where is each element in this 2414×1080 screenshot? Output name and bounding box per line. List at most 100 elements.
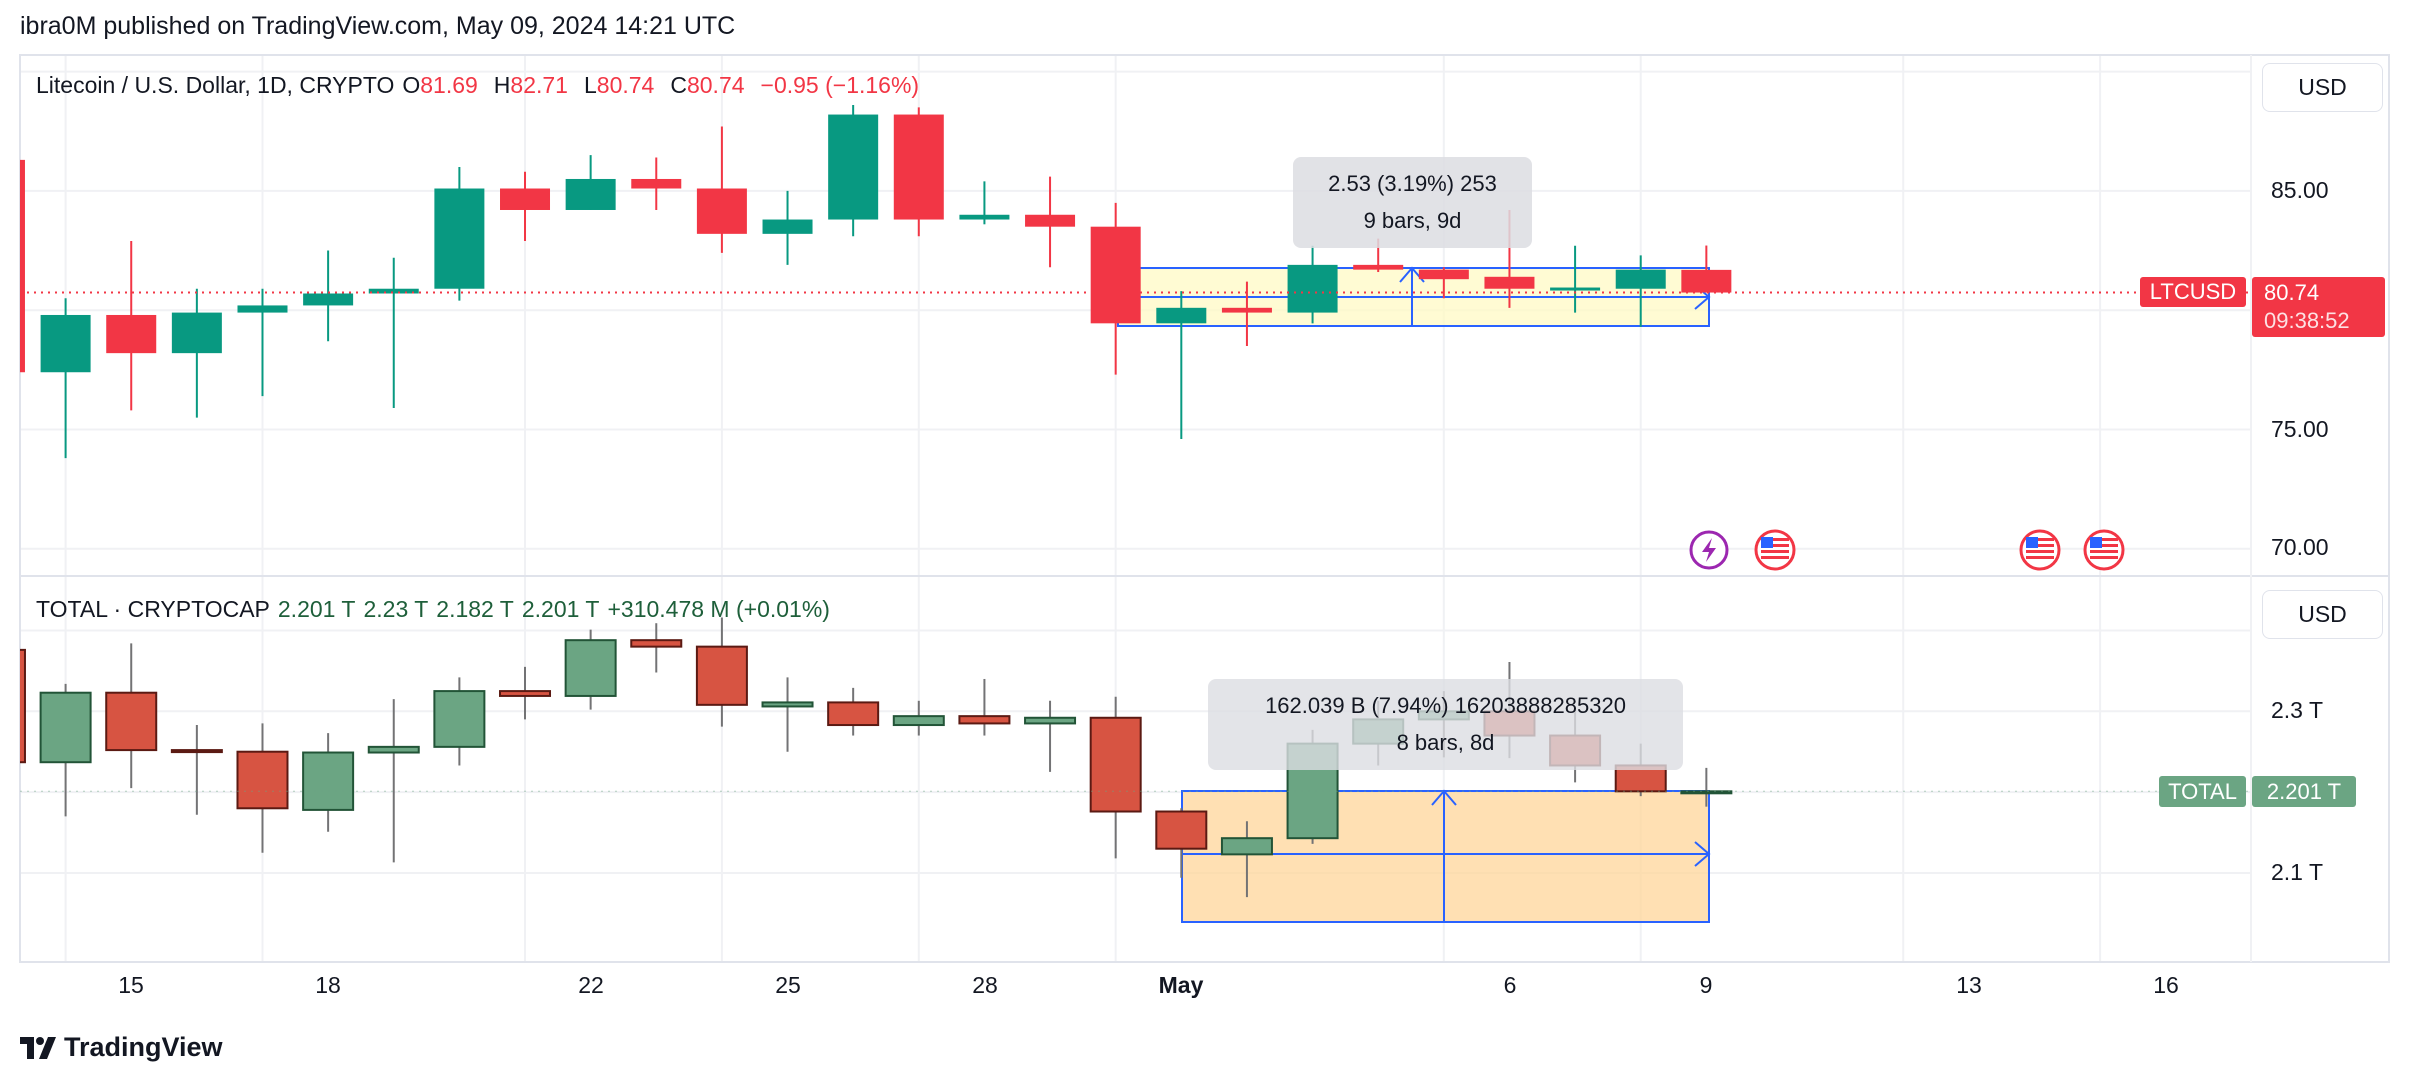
total-last-value-tag: 2.201 T — [2252, 776, 2356, 807]
total-candle-may-9 — [1680, 767, 1733, 807]
us-flag-icon[interactable] — [2019, 529, 2061, 571]
candle-body — [958, 715, 1011, 725]
ltc-currency-button[interactable]: USD — [2262, 63, 2383, 112]
candle-body — [433, 690, 486, 748]
high-label: H — [493, 72, 511, 98]
flag-canton — [1761, 537, 1773, 548]
flag-canton — [2090, 537, 2102, 548]
us-flag-icon[interactable] — [1754, 529, 1796, 571]
bar-countdown: 09:38:52 — [2264, 308, 2350, 333]
candle-body — [762, 219, 813, 234]
candle-body — [696, 188, 747, 234]
tradingview-logo-icon — [20, 1036, 56, 1059]
chart-frame — [19, 54, 2390, 963]
time-label: May — [1158, 972, 1204, 998]
arrow-head — [1431, 789, 1457, 806]
ltc-candle-apr-25 — [762, 190, 813, 265]
measure-box — [1181, 790, 1710, 923]
total-candle-apr-27 — [892, 700, 945, 736]
ltc-candle-may-5 — [1418, 267, 1469, 299]
candle-body — [1418, 269, 1469, 280]
ltc-last-price-tag: 80.74 09:38:52 — [2252, 277, 2385, 337]
time-label: 22 — [578, 972, 604, 998]
ltc-candles — [20, 105, 2251, 459]
candle-body — [1025, 214, 1076, 227]
total-symbol-tag: TOTAL — [2159, 776, 2246, 807]
total-tick: 2.3 T — [2271, 697, 2323, 723]
flag-stripe — [2090, 544, 2118, 547]
candle-body — [20, 159, 25, 373]
time-label: 13 — [1956, 972, 1982, 998]
ltc-candle-apr-24 — [696, 126, 747, 253]
candle-body — [1155, 810, 1208, 850]
candle-body — [892, 715, 945, 727]
ltc-candle-apr-22 — [565, 155, 616, 210]
candle-body — [761, 701, 814, 708]
total-candle-may-1 — [1155, 808, 1208, 878]
ltc-tick: 70.00 — [2271, 534, 2329, 560]
total-candle-apr-19 — [367, 699, 420, 863]
ltc-candle-may-8 — [1615, 255, 1666, 327]
candle-body — [499, 690, 552, 697]
open-label: O — [402, 72, 421, 98]
ltc-high: 82.71 — [510, 72, 568, 98]
ltc-candle-apr-17 — [237, 288, 288, 397]
total-candle-apr-15 — [105, 643, 158, 789]
flag-stripe — [2026, 556, 2054, 559]
candle-body — [1221, 307, 1272, 313]
flag-stripe — [2090, 538, 2118, 541]
candle-body — [565, 178, 616, 210]
arrow-head — [1694, 841, 1711, 867]
candle-body — [367, 745, 420, 754]
candle-body — [631, 178, 682, 189]
ltc-candle-apr-16 — [171, 288, 222, 418]
ltc-candle-may-1 — [1156, 291, 1207, 440]
candle-body — [1353, 264, 1404, 270]
ltc-candle-apr-29 — [1025, 176, 1076, 268]
time-label: 9 — [1699, 972, 1713, 998]
time-label: 16 — [2153, 972, 2179, 998]
total-candle-apr-18 — [302, 733, 355, 832]
total-measure-change: 162.039 B (7.94%) 16203888285320 — [1265, 693, 1626, 718]
total-candle-may-2 — [1220, 821, 1273, 898]
candle-body — [1680, 790, 1733, 795]
ltc-candle-apr-19 — [368, 257, 419, 409]
low-label: L — [583, 72, 597, 98]
candle-body — [828, 114, 879, 220]
tradingview-logo[interactable]: TradingView — [20, 1032, 223, 1063]
candle-body — [1615, 269, 1666, 289]
us-flag-icon[interactable] — [2083, 529, 2125, 571]
ltc-measure-change: 2.53 (3.19%) 253 — [1328, 171, 1497, 196]
ltc-candle-may-7 — [1550, 245, 1601, 313]
ltc-title: Litecoin / U.S. Dollar, 1D, CRYPTO — [36, 72, 395, 98]
flag-stripe — [2090, 550, 2118, 553]
ltc-measure-bars: 9 bars, 9d — [1363, 208, 1462, 233]
brand-name: TradingView — [64, 1032, 223, 1062]
total-title: TOTAL · CRYPTOCAP — [36, 596, 270, 622]
lightning-icon[interactable] — [1689, 530, 1729, 570]
ltc-candle-apr-15 — [106, 241, 157, 411]
total-candle-apr-26 — [827, 687, 880, 736]
candle-body — [959, 214, 1010, 220]
total-currency-button[interactable]: USD — [2262, 590, 2383, 639]
ltc-candle-apr-20 — [434, 167, 485, 301]
flag-canton — [2026, 537, 2038, 548]
ltc-tick: 75.00 — [2271, 416, 2329, 442]
ltc-candle-apr-21 — [500, 171, 551, 242]
time-label: 28 — [972, 972, 998, 998]
candle-body — [170, 749, 223, 754]
candle-body — [893, 114, 944, 220]
flag-stripe — [2026, 538, 2054, 541]
time-label: 6 — [1503, 972, 1517, 998]
ltc-candle-apr-27 — [893, 107, 944, 237]
total-candle-apr-13 — [20, 648, 26, 764]
ltc-measure-label: 2.53 (3.19%) 253 9 bars, 9d — [1293, 157, 1532, 248]
close-label: C — [670, 72, 687, 98]
candle-body — [237, 305, 288, 313]
time-label: 15 — [118, 972, 144, 998]
total-candle-apr-22 — [564, 629, 617, 710]
candle-body — [105, 691, 158, 752]
ltc-candle-apr-30 — [1090, 202, 1141, 375]
ltc-open: 81.69 — [420, 72, 478, 98]
